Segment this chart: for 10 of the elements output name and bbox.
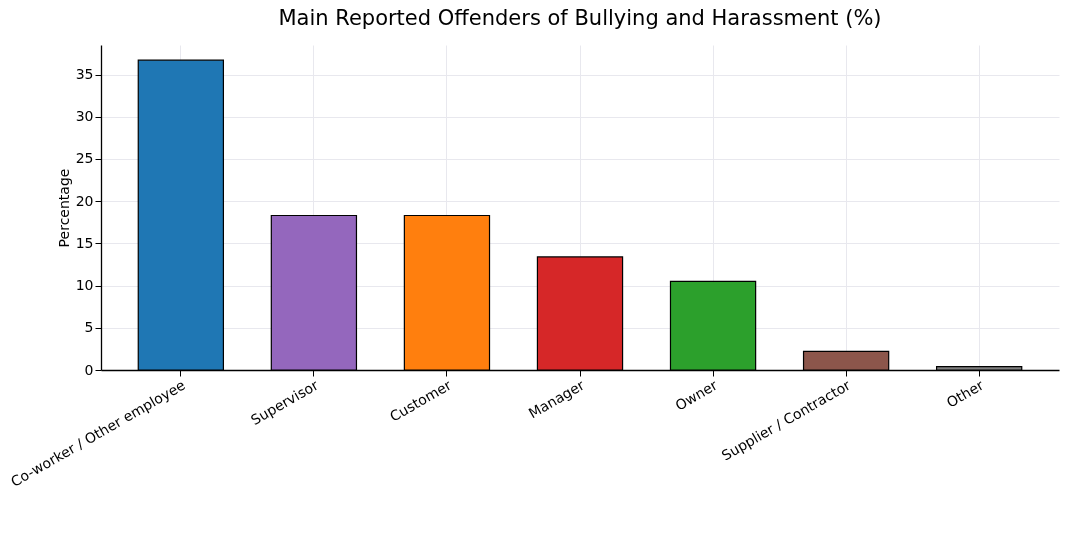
y-tick-label: 5 <box>84 319 94 336</box>
y-axis-title: Percentage <box>55 168 72 248</box>
y-tick-label: 0 <box>84 361 94 378</box>
y-tick-label: 35 <box>75 66 94 83</box>
y-tick-label: 30 <box>75 108 94 125</box>
y-tick-label: 10 <box>75 277 94 294</box>
y-tick-label: 25 <box>75 150 94 167</box>
y-tick-label: 20 <box>75 192 94 209</box>
chart-title: Main Reported Offenders of Bullying and Harassment (%) <box>278 6 882 30</box>
y-tick-label: 15 <box>75 234 94 251</box>
